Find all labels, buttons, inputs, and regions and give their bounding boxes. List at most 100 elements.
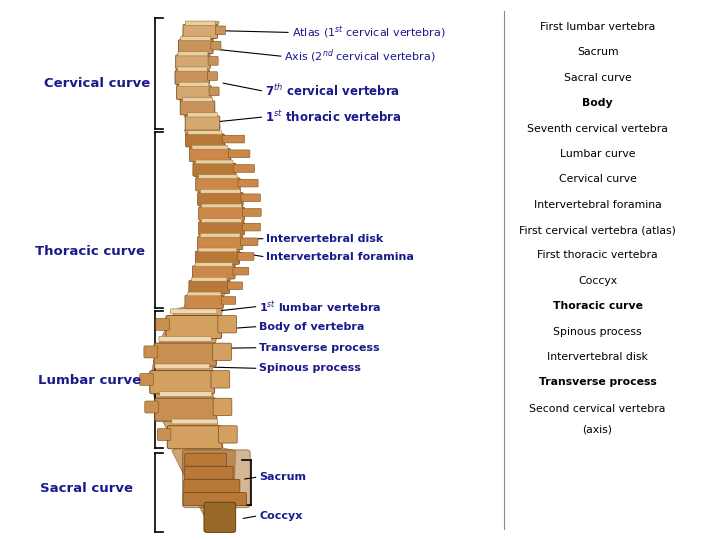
FancyBboxPatch shape [195, 263, 233, 267]
Text: Sacral curve: Sacral curve [40, 482, 133, 495]
Text: Lumbar curve: Lumbar curve [38, 374, 142, 387]
Text: First thoracic vertebra: First thoracic vertebra [537, 251, 658, 260]
Text: Spinous process: Spinous process [259, 363, 361, 373]
Text: Intervertebral disk: Intervertebral disk [547, 352, 648, 362]
FancyBboxPatch shape [181, 36, 211, 40]
FancyBboxPatch shape [183, 450, 251, 508]
FancyBboxPatch shape [192, 266, 235, 279]
Text: Second cervical vertebra: Second cervical vertebra [529, 404, 666, 414]
FancyBboxPatch shape [176, 85, 211, 99]
FancyBboxPatch shape [178, 52, 208, 56]
Text: Cervical curve: Cervical curve [44, 77, 150, 90]
PathPatch shape [152, 22, 243, 524]
FancyBboxPatch shape [199, 222, 245, 235]
FancyBboxPatch shape [202, 204, 242, 208]
FancyBboxPatch shape [208, 57, 218, 65]
Text: Coccyx: Coccyx [259, 511, 302, 521]
FancyBboxPatch shape [185, 453, 226, 466]
Text: Thoracic curve: Thoracic curve [35, 245, 145, 258]
Text: Intervertebral foramina: Intervertebral foramina [266, 252, 414, 261]
Text: 1$^{st}$ thoracic vertebra: 1$^{st}$ thoracic vertebra [265, 110, 401, 125]
FancyBboxPatch shape [187, 292, 221, 296]
FancyBboxPatch shape [209, 87, 219, 96]
FancyBboxPatch shape [183, 24, 217, 38]
FancyBboxPatch shape [200, 190, 240, 193]
FancyBboxPatch shape [155, 364, 210, 369]
FancyBboxPatch shape [215, 26, 225, 35]
FancyBboxPatch shape [183, 97, 212, 102]
Text: Intervertebral disk: Intervertebral disk [266, 234, 384, 244]
FancyBboxPatch shape [211, 41, 221, 50]
Text: Transverse process: Transverse process [259, 343, 380, 353]
FancyBboxPatch shape [200, 233, 240, 237]
Text: First cervical vertebra (atlas): First cervical vertebra (atlas) [519, 225, 676, 235]
FancyBboxPatch shape [167, 426, 222, 449]
FancyBboxPatch shape [175, 70, 210, 84]
FancyBboxPatch shape [144, 346, 158, 358]
FancyBboxPatch shape [238, 253, 254, 260]
FancyBboxPatch shape [198, 192, 243, 206]
Text: 1$^{st}$ lumbar vertebra: 1$^{st}$ lumbar vertebra [259, 299, 382, 314]
FancyBboxPatch shape [211, 370, 230, 388]
Text: Cervical curve: Cervical curve [559, 174, 636, 184]
FancyBboxPatch shape [202, 219, 242, 222]
FancyBboxPatch shape [204, 502, 235, 532]
Text: Sacrum: Sacrum [259, 472, 306, 482]
FancyBboxPatch shape [240, 238, 258, 246]
FancyBboxPatch shape [193, 163, 236, 176]
Text: Sacral curve: Sacral curve [564, 73, 631, 83]
FancyBboxPatch shape [198, 248, 237, 252]
FancyBboxPatch shape [192, 278, 227, 281]
FancyBboxPatch shape [196, 178, 240, 191]
FancyBboxPatch shape [186, 134, 225, 147]
FancyBboxPatch shape [155, 398, 217, 421]
FancyBboxPatch shape [160, 392, 212, 396]
Text: Intervertebral foramina: Intervertebral foramina [534, 200, 662, 210]
FancyBboxPatch shape [179, 40, 213, 54]
FancyBboxPatch shape [188, 131, 222, 134]
FancyBboxPatch shape [154, 343, 217, 366]
FancyBboxPatch shape [222, 135, 245, 143]
FancyBboxPatch shape [185, 295, 223, 308]
FancyBboxPatch shape [166, 315, 222, 339]
FancyBboxPatch shape [177, 67, 207, 71]
FancyBboxPatch shape [213, 343, 232, 361]
Text: Spinous process: Spinous process [553, 327, 642, 336]
FancyBboxPatch shape [187, 113, 217, 117]
FancyBboxPatch shape [234, 165, 255, 172]
FancyBboxPatch shape [189, 280, 230, 294]
Text: Transverse process: Transverse process [539, 377, 657, 387]
Text: (axis): (axis) [582, 424, 613, 434]
FancyBboxPatch shape [241, 194, 261, 201]
Text: Seventh cervical vertebra: Seventh cervical vertebra [527, 124, 668, 133]
Text: Sacrum: Sacrum [577, 48, 618, 57]
Text: Body of vertebra: Body of vertebra [259, 322, 364, 332]
FancyBboxPatch shape [156, 319, 169, 330]
FancyBboxPatch shape [150, 370, 215, 394]
FancyBboxPatch shape [243, 208, 261, 217]
FancyBboxPatch shape [228, 282, 243, 289]
FancyBboxPatch shape [238, 179, 258, 187]
FancyBboxPatch shape [221, 296, 235, 305]
FancyBboxPatch shape [199, 175, 238, 178]
FancyBboxPatch shape [171, 309, 217, 314]
Text: Body: Body [582, 98, 613, 108]
FancyBboxPatch shape [243, 223, 261, 231]
Text: Lumbar curve: Lumbar curve [560, 149, 635, 159]
Text: Atlas (1$^{st}$ cervical vertebra): Atlas (1$^{st}$ cervical vertebra) [292, 24, 445, 40]
FancyBboxPatch shape [179, 82, 209, 86]
FancyBboxPatch shape [197, 237, 243, 249]
FancyBboxPatch shape [233, 267, 248, 275]
FancyBboxPatch shape [218, 426, 237, 443]
FancyBboxPatch shape [172, 419, 217, 424]
FancyBboxPatch shape [185, 116, 220, 130]
FancyBboxPatch shape [157, 429, 171, 441]
FancyBboxPatch shape [207, 72, 217, 80]
FancyBboxPatch shape [159, 336, 212, 341]
FancyBboxPatch shape [180, 101, 215, 115]
FancyBboxPatch shape [199, 207, 245, 220]
FancyBboxPatch shape [184, 467, 233, 480]
FancyBboxPatch shape [213, 398, 232, 416]
FancyBboxPatch shape [185, 21, 215, 25]
FancyBboxPatch shape [228, 150, 250, 158]
